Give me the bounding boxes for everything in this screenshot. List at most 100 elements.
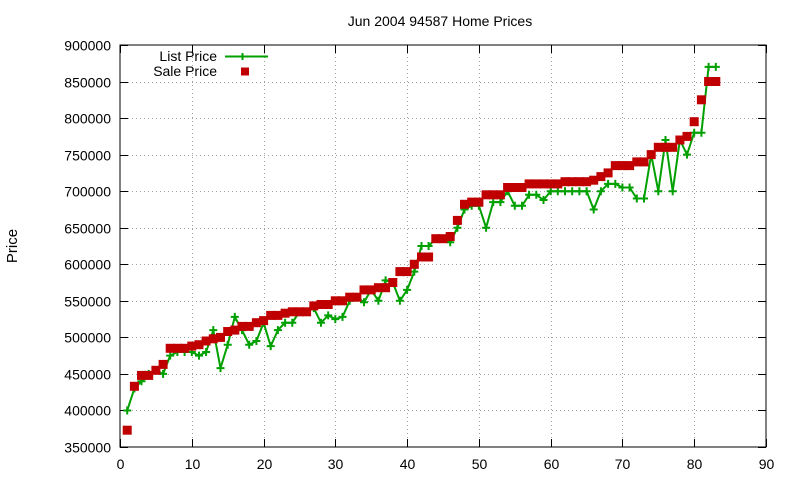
sale-price-point <box>373 283 383 293</box>
sale-price-point <box>639 157 649 167</box>
sale-price-point <box>704 77 714 86</box>
sale-price-point <box>524 179 534 189</box>
sale-price-point <box>230 325 240 335</box>
list-price-point <box>266 342 275 351</box>
sale-price-point <box>424 252 434 262</box>
sale-price-point <box>567 177 577 187</box>
sale-price-point <box>431 234 441 244</box>
sale-price-point <box>661 142 670 152</box>
x-tick-labels: 0 10 20 30 40 50 60 70 80 90 <box>117 456 775 472</box>
list-price-point <box>553 187 562 196</box>
list-price-point <box>496 198 505 207</box>
sale-price-point <box>388 278 398 287</box>
list-price-point <box>575 187 584 196</box>
sale-price-point <box>517 183 527 192</box>
list-price-point <box>611 179 620 188</box>
sale-price-point <box>366 285 376 295</box>
list-price-point <box>539 196 548 204</box>
y-tick-label: 650000 <box>64 221 111 237</box>
sale-price-point <box>481 190 491 200</box>
list-price-point <box>697 128 706 137</box>
legend-label-sale-price: Sale Price <box>153 63 217 79</box>
sale-price-point <box>675 135 685 145</box>
list-price-point <box>374 296 383 305</box>
sale-price-point <box>467 197 477 207</box>
list-price-point <box>596 187 605 196</box>
list-price-point <box>683 150 691 159</box>
list-price-point <box>489 198 498 207</box>
sale-price-point <box>180 343 190 353</box>
sale-price-point <box>589 175 599 185</box>
sale-price-point <box>259 316 269 326</box>
sale-price-point <box>280 308 290 318</box>
sale-price-point <box>381 283 391 293</box>
list-price-point <box>317 318 325 327</box>
list-price-point <box>338 312 347 321</box>
grid-lines <box>120 45 766 447</box>
list-price-point <box>410 267 419 276</box>
sale-price-point <box>617 161 627 171</box>
sale-price-point <box>345 292 355 302</box>
list-price-point <box>403 285 412 294</box>
sale-price-point <box>711 77 721 86</box>
list-price-point <box>288 318 297 327</box>
list-price-point <box>510 201 519 210</box>
sale-price-point <box>460 199 469 209</box>
sale-price-point <box>625 161 635 171</box>
legend-label-list-price: List Price <box>159 48 217 64</box>
sale-price-point <box>294 307 304 317</box>
list-price-point <box>618 183 627 192</box>
sale-price-point <box>359 285 369 295</box>
sale-price-point <box>495 190 505 200</box>
series-layer <box>122 62 721 435</box>
sale-price-point <box>653 142 663 152</box>
sale-price-point <box>137 370 146 380</box>
y-axis-label: Price <box>4 229 21 263</box>
sale-price-point <box>237 321 247 331</box>
sale-price-point <box>323 300 333 309</box>
sale-price-point <box>596 172 606 182</box>
sale-price-point <box>287 307 297 317</box>
list-price-point <box>360 298 368 307</box>
list-price-point <box>281 318 290 327</box>
sale-price-point <box>187 341 197 351</box>
list-price-point <box>195 351 203 360</box>
list-price-point <box>640 194 648 203</box>
sale-price-point <box>574 177 584 187</box>
sale-price-point <box>251 318 261 328</box>
sale-price-point <box>503 183 513 192</box>
sale-price-point <box>223 327 233 336</box>
list-price-point <box>453 223 462 232</box>
sale-price-point <box>129 381 139 391</box>
sale-price-point <box>122 425 132 435</box>
sale-price-point <box>531 179 541 189</box>
sale-price-point <box>668 142 678 152</box>
y-tick-label: 450000 <box>64 367 111 383</box>
list-price-point <box>568 187 577 196</box>
sale-price-point <box>402 267 412 277</box>
x-tick-label: 90 <box>759 456 775 472</box>
list-price-point <box>661 136 670 144</box>
sale-price-point <box>395 267 405 277</box>
x-tick-label: 60 <box>544 456 560 472</box>
sale-price-point <box>689 117 699 127</box>
y-tick-label: 700000 <box>64 184 111 200</box>
sale-price-point <box>488 190 498 200</box>
sale-price-point <box>172 343 182 353</box>
list-price-point <box>202 348 211 356</box>
x-tick-label: 50 <box>472 456 488 472</box>
x-tick-label: 70 <box>615 456 631 472</box>
list-price-point <box>604 179 613 188</box>
list-price-point <box>223 340 232 349</box>
plot-frame <box>119 44 767 448</box>
sale-price-point <box>438 234 448 244</box>
list-price-point <box>123 406 132 415</box>
sale-price-point <box>273 310 283 320</box>
sale-price-point <box>165 343 175 353</box>
sale-price-point <box>445 232 455 241</box>
y-tick-label: 850000 <box>64 75 111 91</box>
sale-price-point <box>603 168 613 178</box>
list-price-point <box>654 187 663 196</box>
x-tick-label: 40 <box>400 456 416 472</box>
